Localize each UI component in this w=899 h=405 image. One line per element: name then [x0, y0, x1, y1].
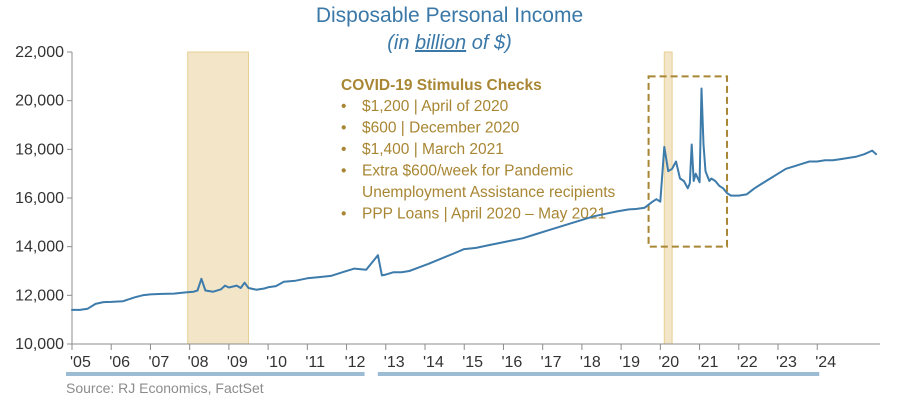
x-tick-label: '12 [345, 354, 366, 371]
x-tick-label: '07 [148, 354, 169, 371]
y-tick-label: 18,000 [15, 141, 64, 158]
y-tick-label: 16,000 [15, 190, 64, 207]
annotation-item: $600 | December 2020 [362, 120, 520, 137]
x-tick-label: '15 [462, 354, 483, 371]
annotation-heading: COVID-19 Stimulus Checks [341, 77, 542, 94]
x-tick-label: '06 [109, 354, 130, 371]
annotation-item: $1,400 | March 2021 [362, 141, 504, 158]
recession-band-1 [663, 51, 673, 345]
x-tick-label: '13 [384, 354, 405, 371]
annotation-item: PPP Loans | April 2020 – May 2021 [362, 206, 606, 223]
x-tick-label: '08 [188, 354, 209, 371]
y-tick-label: 14,000 [15, 239, 64, 256]
x-tick-label: '19 [619, 354, 640, 371]
stimulus-annotation: COVID-19 Stimulus Checks • $1,200 | April… [341, 77, 616, 223]
x-tick-label: '10 [266, 354, 287, 371]
annotation-bullet: • [341, 120, 346, 137]
subtitle-suffix: of $) [466, 32, 512, 54]
x-tick-label: '05 [70, 354, 91, 371]
series-line-0 [71, 87, 878, 311]
recession-band-0 [187, 51, 250, 345]
y-tick-label: 10,000 [15, 336, 64, 353]
x-tick-label: '17 [541, 354, 562, 371]
y-tick-label: 22,000 [15, 44, 64, 61]
annotation-item: Unemployment Assistance recipients [362, 184, 616, 201]
chart-subtitle: (in billion of $) [0, 32, 899, 55]
x-tick-label: '11 [305, 354, 325, 371]
x-tick-label: '21 [698, 354, 719, 371]
x-tick-label: '22 [737, 354, 758, 371]
x-tick-label: '09 [227, 354, 248, 371]
covid-highlight-box [647, 75, 729, 248]
x-tick-label: '24 [815, 354, 836, 371]
y-tick-label: 12,000 [15, 287, 64, 304]
x-tick-label: '14 [423, 354, 444, 371]
x-axis-ticks: '05 '06 '07 '08 '09 '10 '11 '12 '13 '14 '15 '16 '17 '… [70, 344, 836, 371]
annotation-bullet: • [341, 163, 346, 180]
highlight-rect [647, 75, 729, 248]
axis-underlines [66, 372, 820, 376]
annotation-item: Extra $600/week for Pandemic [362, 163, 573, 180]
y-axis-ticks: 10,000 12,000 14,000 16,000 18,000 20,000 22,0… [15, 44, 72, 353]
x-tick-label: '20 [658, 354, 679, 371]
annotation-bullet: • [341, 98, 346, 115]
x-tick-label: '18 [580, 354, 601, 371]
series-group [71, 87, 878, 311]
source-note: Source: RJ Economics, FactSet [66, 380, 264, 396]
annotation-bullet: • [341, 141, 346, 158]
annotation-bullet: • [341, 206, 346, 223]
x-tick-label: '16 [501, 354, 522, 371]
annotation-item: $1,200 | April of 2020 [362, 98, 509, 115]
chart-title: Disposable Personal Income [315, 4, 584, 27]
subtitle-prefix: (in [387, 32, 416, 54]
y-tick-label: 20,000 [15, 93, 64, 110]
subtitle-unit: billion [415, 32, 467, 54]
x-tick-label: '23 [776, 354, 797, 371]
